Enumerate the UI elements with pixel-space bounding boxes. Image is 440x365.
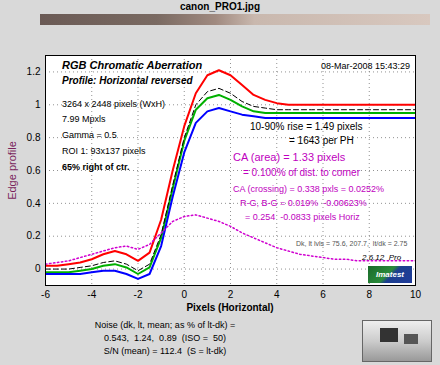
html-text:Edge profile: Edge profile — [5, 141, 18, 200]
html-text:2.6.12 Pro: 2.6.12 Pro — [362, 253, 402, 262]
html-text:= 0.100% of dist. to corner: = 0.100% of dist. to corner — [243, 167, 360, 178]
svg-text:0: 0 — [181, 289, 187, 300]
html-text:Noise (dk, lt, mean; as % of l: Noise (dk, lt, mean; as % of lt-dk) = — [94, 320, 236, 330]
html-text:Imatest: Imatest — [376, 270, 404, 279]
svg-text:0.6: 0.6 — [27, 165, 41, 176]
html-text:0.543, 1.24, 0.89 (ISO = 50): 0.543, 1.24, 0.89 (ISO = 50) — [104, 333, 226, 343]
html-text:= 0.254 -0.0833 pixels Horiz: = 0.254 -0.0833 pixels Horiz — [245, 212, 360, 222]
html-text:Dk, lt lvls = 75.6, 207.7, lt/: Dk, lt lvls = 75.6, 207.7, lt/dk = 2.75 — [296, 240, 408, 247]
html-text:R-G, B-G = 0.019% -0.00623%: R-G, B-G = 0.019% -0.00623% — [240, 198, 367, 208]
svg-text:-6: -6 — [41, 289, 50, 300]
html-text:CA (area) = 1.33 pixels: CA (area) = 1.33 pixels — [233, 151, 346, 163]
svg-text:0.4: 0.4 — [27, 198, 41, 209]
svg-text:1.2: 1.2 — [27, 66, 41, 77]
svg-text:2: 2 — [228, 289, 234, 300]
html-text:Pixels (Horizontal): Pixels (Horizontal) — [186, 302, 274, 313]
html-text:Profile: Horizontal reversed: Profile: Horizontal reversed — [62, 75, 193, 86]
svg-text:-2: -2 — [134, 289, 143, 300]
svg-text:4: 4 — [274, 289, 280, 300]
svg-text:10: 10 — [410, 289, 422, 300]
html-text:S/N (mean) = 112.4 (S = lt-dk): S/N (mean) = 112.4 (S = lt-dk) — [103, 346, 227, 356]
svg-text:0.2: 0.2 — [27, 230, 41, 241]
html-text:ROI 1: 93x137 pixels: ROI 1: 93x137 pixels — [62, 146, 146, 156]
svg-text:6: 6 — [320, 289, 326, 300]
html-text:canon_PRO1.jpg: canon_PRO1.jpg — [180, 1, 260, 12]
html-text:Gamma = 0.5: Gamma = 0.5 — [62, 130, 117, 140]
html-text:RGB Chromatic Aberration: RGB Chromatic Aberration — [62, 59, 203, 71]
svg-text:8: 8 — [366, 289, 372, 300]
svg-text:1: 1 — [35, 99, 41, 110]
html-text:CA (crossing) = 0.338 pxls = 0: CA (crossing) = 0.338 pxls = 0.0252% — [233, 184, 385, 194]
html-text:7.99 Mpxls: 7.99 Mpxls — [62, 114, 106, 124]
html-text:= 1643 per PH: = 1643 per PH — [289, 135, 354, 146]
html-text:08-Mar-2008 15:43:29: 08-Mar-2008 15:43:29 — [320, 61, 410, 71]
svg-text:0: 0 — [35, 263, 41, 274]
svg-text:-4: -4 — [87, 289, 96, 300]
html-text:3264 x 2448 pixels (WxH): 3264 x 2448 pixels (WxH) — [62, 99, 165, 109]
svg-text:0.8: 0.8 — [27, 132, 41, 143]
html-text:65% right of ctr.: 65% right of ctr. — [62, 162, 130, 172]
html-text:10-90% rise = 1.49 pixels: 10-90% rise = 1.49 pixels — [250, 121, 363, 132]
